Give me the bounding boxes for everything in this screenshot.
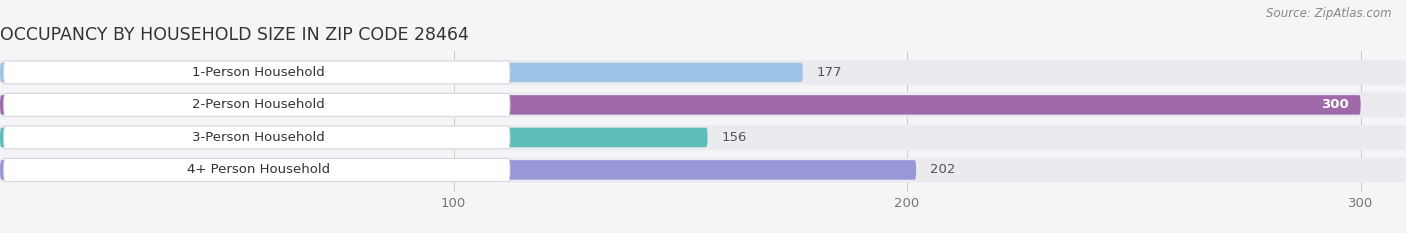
Text: 202: 202 — [929, 163, 955, 176]
FancyBboxPatch shape — [0, 95, 1361, 115]
Text: 1-Person Household: 1-Person Household — [193, 66, 325, 79]
Text: 156: 156 — [721, 131, 747, 144]
FancyBboxPatch shape — [0, 160, 917, 180]
Text: 4+ Person Household: 4+ Person Household — [187, 163, 330, 176]
FancyBboxPatch shape — [0, 93, 1406, 117]
FancyBboxPatch shape — [4, 93, 510, 116]
FancyBboxPatch shape — [0, 125, 1406, 150]
Text: OCCUPANCY BY HOUSEHOLD SIZE IN ZIP CODE 28464: OCCUPANCY BY HOUSEHOLD SIZE IN ZIP CODE … — [0, 26, 468, 44]
Text: 300: 300 — [1322, 98, 1350, 111]
Text: Source: ZipAtlas.com: Source: ZipAtlas.com — [1267, 7, 1392, 20]
FancyBboxPatch shape — [0, 158, 1406, 182]
FancyBboxPatch shape — [0, 128, 707, 147]
Text: 3-Person Household: 3-Person Household — [193, 131, 325, 144]
FancyBboxPatch shape — [0, 63, 803, 82]
FancyBboxPatch shape — [0, 60, 1406, 85]
FancyBboxPatch shape — [4, 61, 510, 84]
Text: 177: 177 — [817, 66, 842, 79]
FancyBboxPatch shape — [4, 126, 510, 149]
Text: 2-Person Household: 2-Person Household — [193, 98, 325, 111]
FancyBboxPatch shape — [4, 158, 510, 181]
